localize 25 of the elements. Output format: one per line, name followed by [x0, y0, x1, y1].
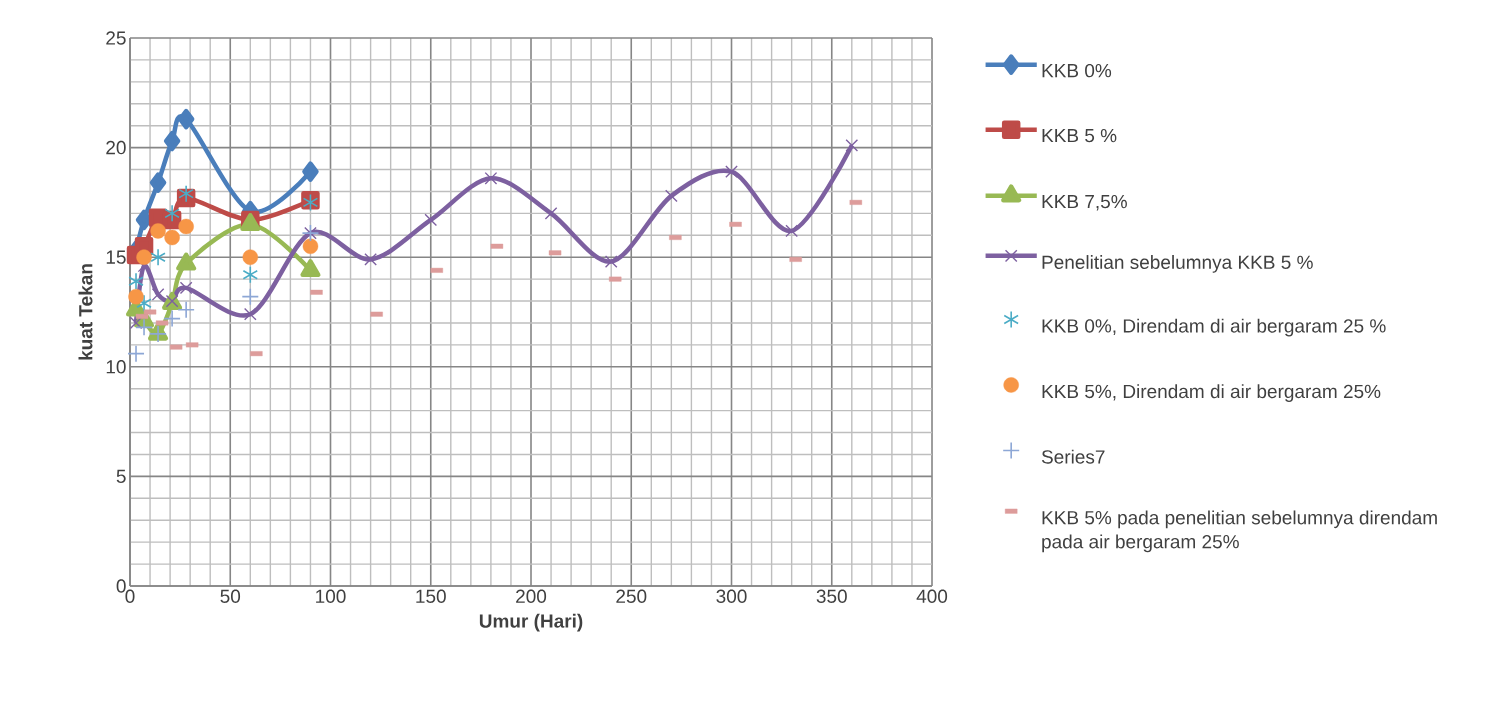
x-tick-label: 150	[416, 589, 446, 603]
legend-label: KKB 5% pada penelitian sebelumnya direndam pada air bergaram 25%	[1042, 510, 1437, 553]
x-tick-label: 200	[516, 589, 547, 603]
x-axis-title: Umur (Hari)	[479, 613, 583, 632]
y-tick-label: 0	[116, 579, 126, 593]
legend-label: KKB 5%, Direndam di air bergaram 25%	[1042, 384, 1381, 402]
x-tick-label: 300	[716, 589, 747, 603]
legend-label: Penelitian sebelumnya KKB 5 %	[1042, 255, 1313, 273]
y-tick-label: 25	[106, 31, 126, 45]
x-tick-label: 0	[125, 589, 135, 603]
legend-label: KKB 7,5%	[1042, 194, 1127, 211]
x-tick-label: 50	[220, 589, 241, 603]
legend-label: KKB 5 %	[1042, 128, 1117, 143]
legend-label: KKB 0%	[1042, 63, 1112, 78]
y-tick-label: 20	[106, 140, 126, 155]
y-axis-title: kuat Tekan	[78, 264, 93, 360]
x-tick-label: 100	[316, 589, 346, 603]
y-tick-label: 5	[116, 469, 126, 484]
x-tick-label: 400	[916, 589, 948, 603]
legend-label: Series7	[1041, 449, 1105, 464]
y-tick-label: 10	[106, 360, 126, 374]
x-tick-label: 350	[816, 589, 847, 603]
x-tick-label: 250	[616, 589, 647, 603]
y-tick-label: 15	[106, 250, 126, 264]
legend-label: KKB 0%, Direndam di air bergaram 25 %	[1042, 318, 1386, 337]
